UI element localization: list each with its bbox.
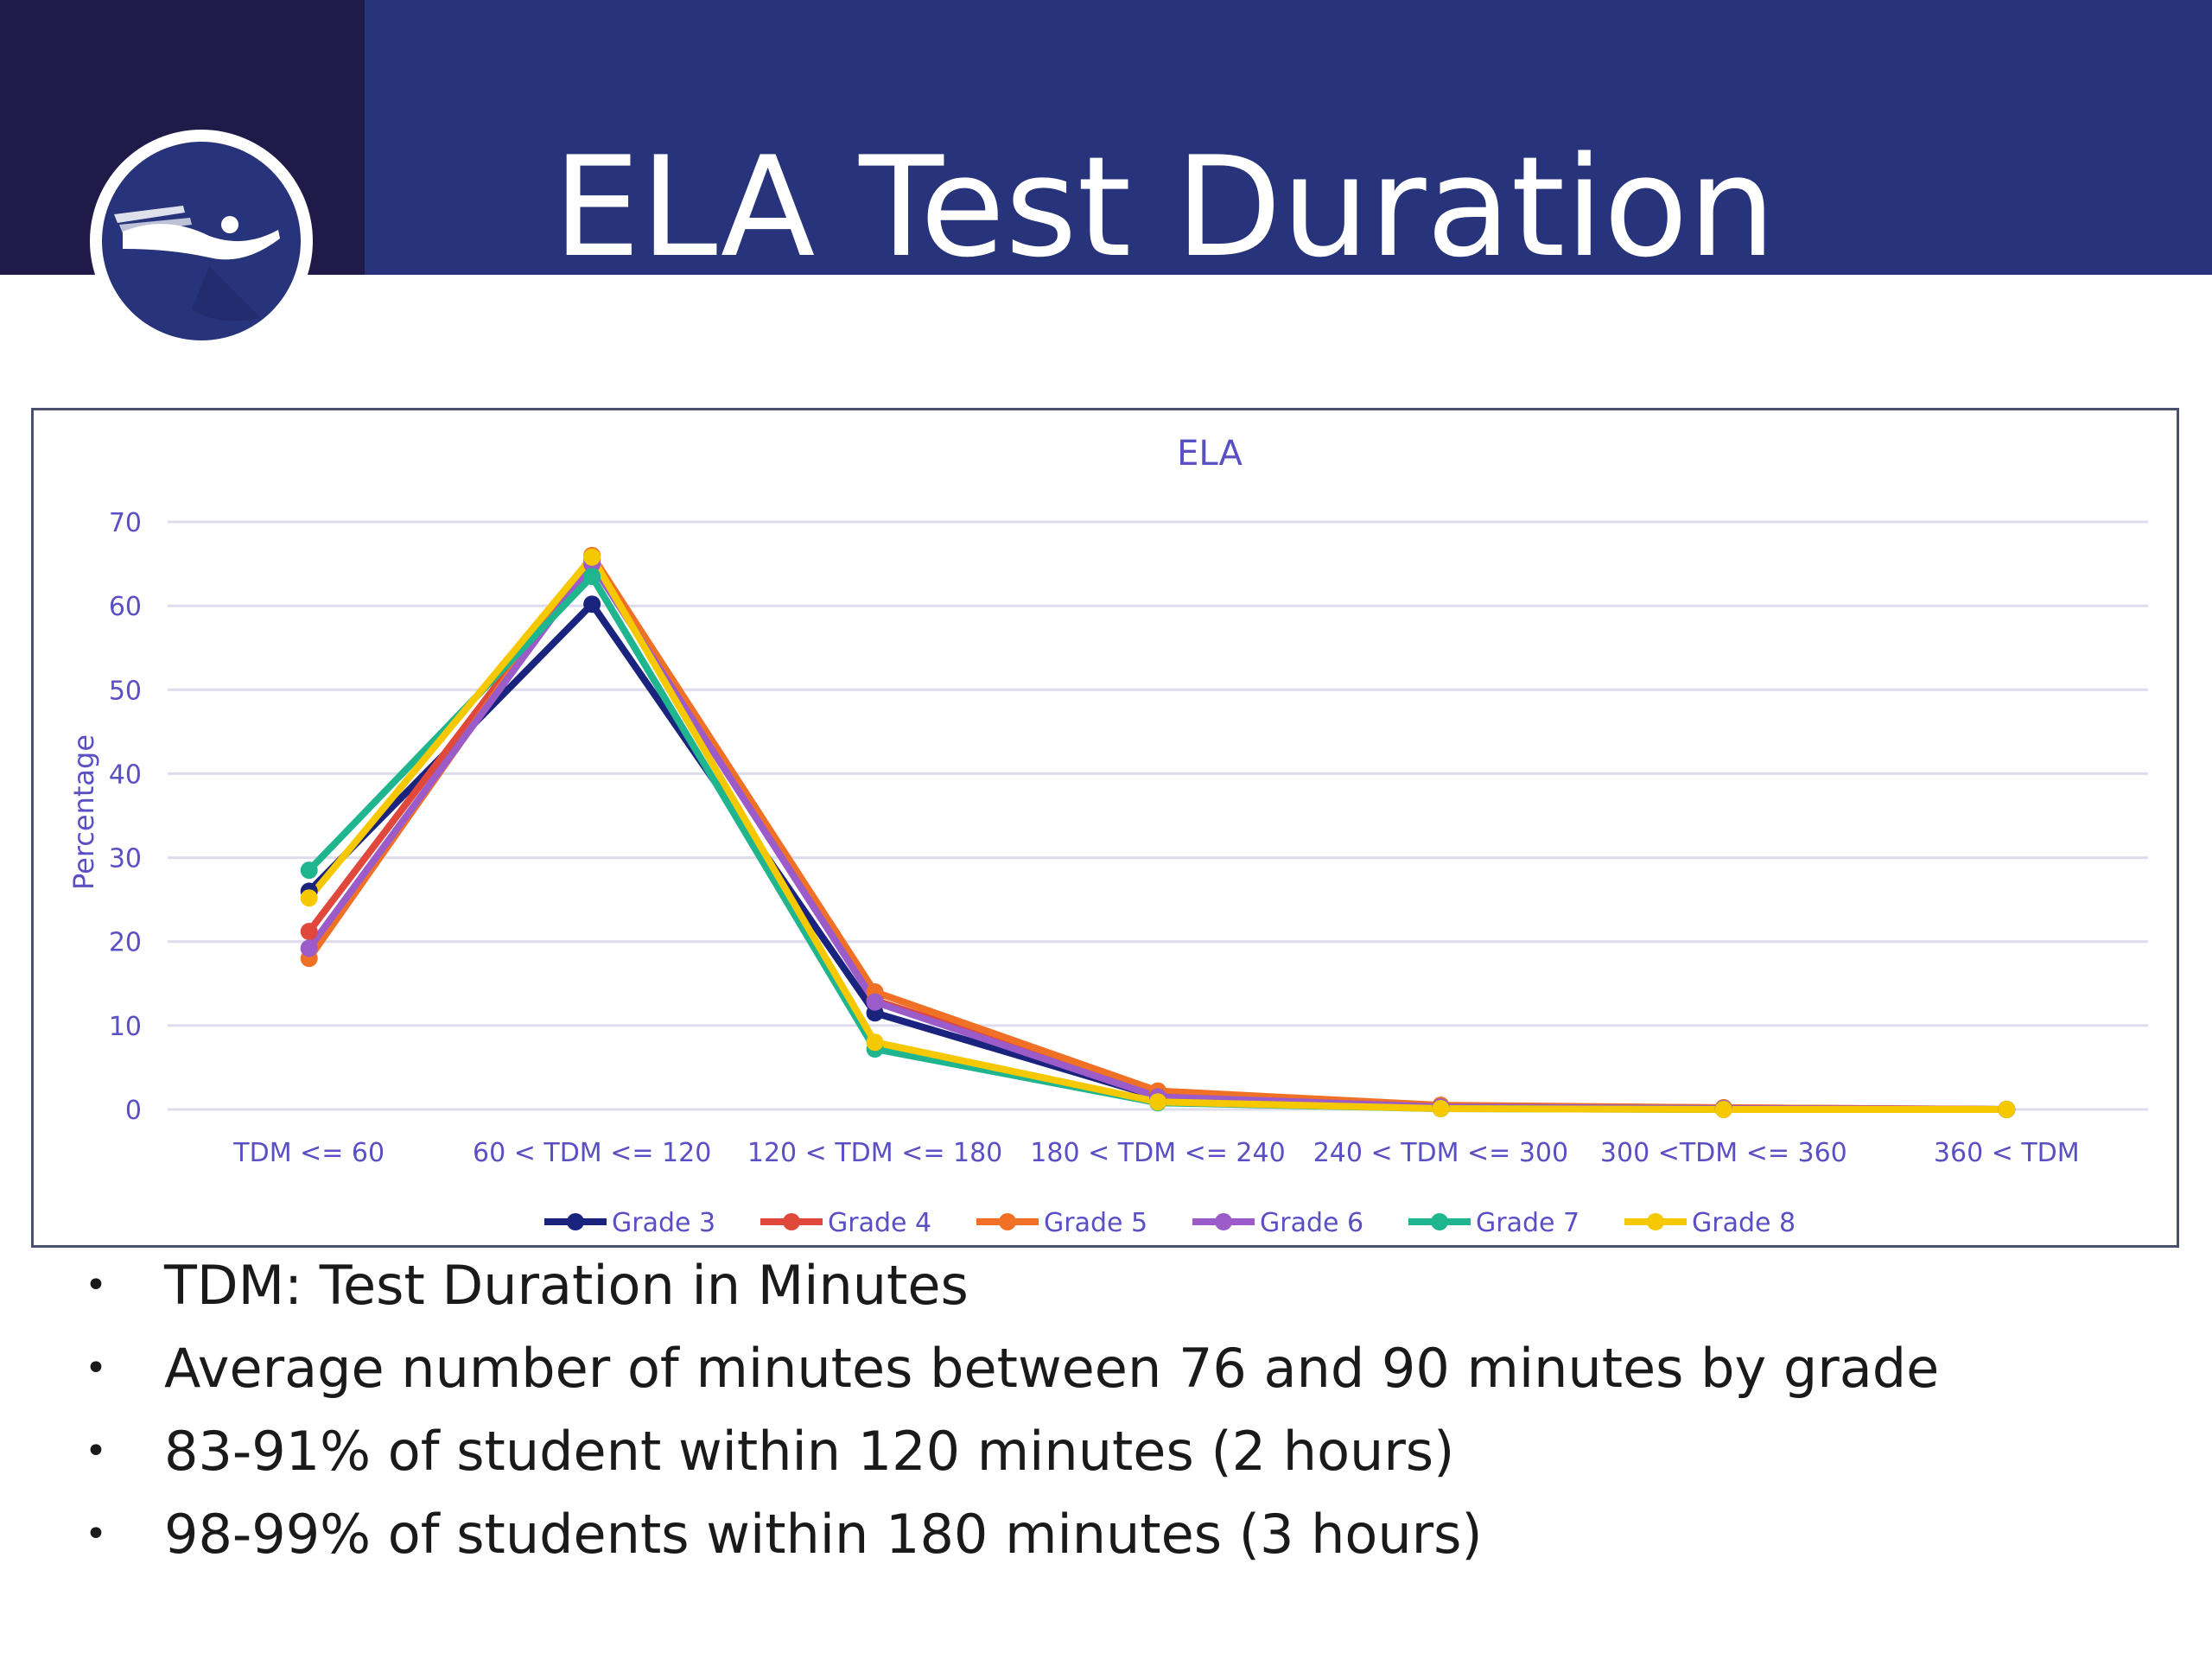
y-tick-label: 70	[109, 508, 142, 538]
series-line	[305, 560, 2011, 1113]
x-tick-label: 180 < TDM <= 240	[1030, 1138, 1285, 1168]
ela-line-chart: ELA 0 10 20 30 40 50 60 70 Percentage TDM <= 60 60 …	[67, 434, 2148, 1238]
x-tick-label: 360 < TDM	[1934, 1138, 2080, 1168]
data-point	[866, 1033, 884, 1052]
x-tick-label: TDM <= 60	[232, 1138, 385, 1168]
legend-swatch-marker	[1647, 1213, 1664, 1230]
bullet-text: Average number of minutes between 76 and…	[164, 1337, 1940, 1400]
bullet-dot: •	[85, 1429, 107, 1473]
bullet-text: 98-99% of students within 180 minutes (3…	[164, 1503, 1483, 1566]
data-point	[1714, 1101, 1732, 1118]
legend-label: Grade 3	[612, 1208, 715, 1238]
data-point	[583, 548, 601, 566]
series-line	[305, 573, 2011, 1113]
data-point	[583, 595, 601, 613]
y-axis-label: Percentage	[67, 734, 100, 890]
data-point	[1432, 1100, 1450, 1118]
bullet-text: 83-91% of student within 120 minutes (2 …	[164, 1420, 1455, 1483]
legend-swatch-marker	[1215, 1213, 1232, 1230]
y-tick-label: 20	[109, 928, 142, 958]
y-tick-label: 40	[109, 760, 142, 790]
y-tick-label: 50	[109, 676, 142, 706]
bullet-dot: •	[85, 1512, 107, 1556]
bullet-item: • 98-99% of students within 180 minutes (…	[69, 1493, 2177, 1576]
legend-label: Grade 4	[828, 1208, 931, 1238]
series-line	[305, 556, 2011, 1113]
legend-label: Grade 6	[1260, 1208, 1363, 1238]
bullet-text: TDM: Test Duration in Minutes	[164, 1254, 969, 1317]
data-point	[300, 861, 318, 880]
legend-swatch-marker	[567, 1213, 584, 1230]
chart-title: ELA	[1177, 434, 1243, 474]
bullet-list: • TDM: Test Duration in Minutes • Average …	[69, 1244, 2177, 1576]
bullet-dot: •	[85, 1263, 107, 1307]
slide-title: ELA Test Duration	[553, 126, 1777, 288]
y-tick-label: 0	[125, 1096, 142, 1126]
legend-label: Grade 5	[1044, 1208, 1147, 1238]
legend-label: Grade 8	[1692, 1208, 1796, 1238]
data-point	[583, 568, 601, 586]
legend-swatch-marker	[783, 1213, 800, 1230]
organization-logo	[90, 130, 313, 353]
data-point	[300, 889, 318, 907]
header-band	[0, 0, 2212, 275]
x-tick-label: 240 < TDM <= 300	[1313, 1138, 1568, 1168]
data-point	[1149, 1093, 1166, 1111]
bullet-item: • Average number of minutes between 76 an…	[69, 1327, 2177, 1410]
data-point	[866, 993, 884, 1011]
legend-label: Grade 7	[1476, 1208, 1580, 1238]
data-point	[1998, 1101, 2016, 1118]
bullet-item: • 83-91% of student within 120 minutes (2…	[69, 1410, 2177, 1493]
bullet-dot: •	[85, 1346, 107, 1390]
x-tick-label: 300 <TDM <= 360	[1600, 1138, 1847, 1168]
x-tick-label: 60 < TDM <= 120	[473, 1138, 711, 1168]
y-tick-label: 10	[109, 1012, 142, 1042]
legend-swatch-marker	[999, 1213, 1016, 1230]
bullet-item: • TDM: Test Duration in Minutes	[69, 1244, 2177, 1327]
data-point	[300, 939, 318, 957]
x-tick-label: 120 < TDM <= 180	[747, 1138, 1002, 1168]
data-point	[300, 923, 318, 941]
legend-swatch-marker	[1431, 1213, 1448, 1230]
y-tick-label: 60	[109, 592, 142, 622]
y-tick-label: 30	[109, 844, 142, 874]
